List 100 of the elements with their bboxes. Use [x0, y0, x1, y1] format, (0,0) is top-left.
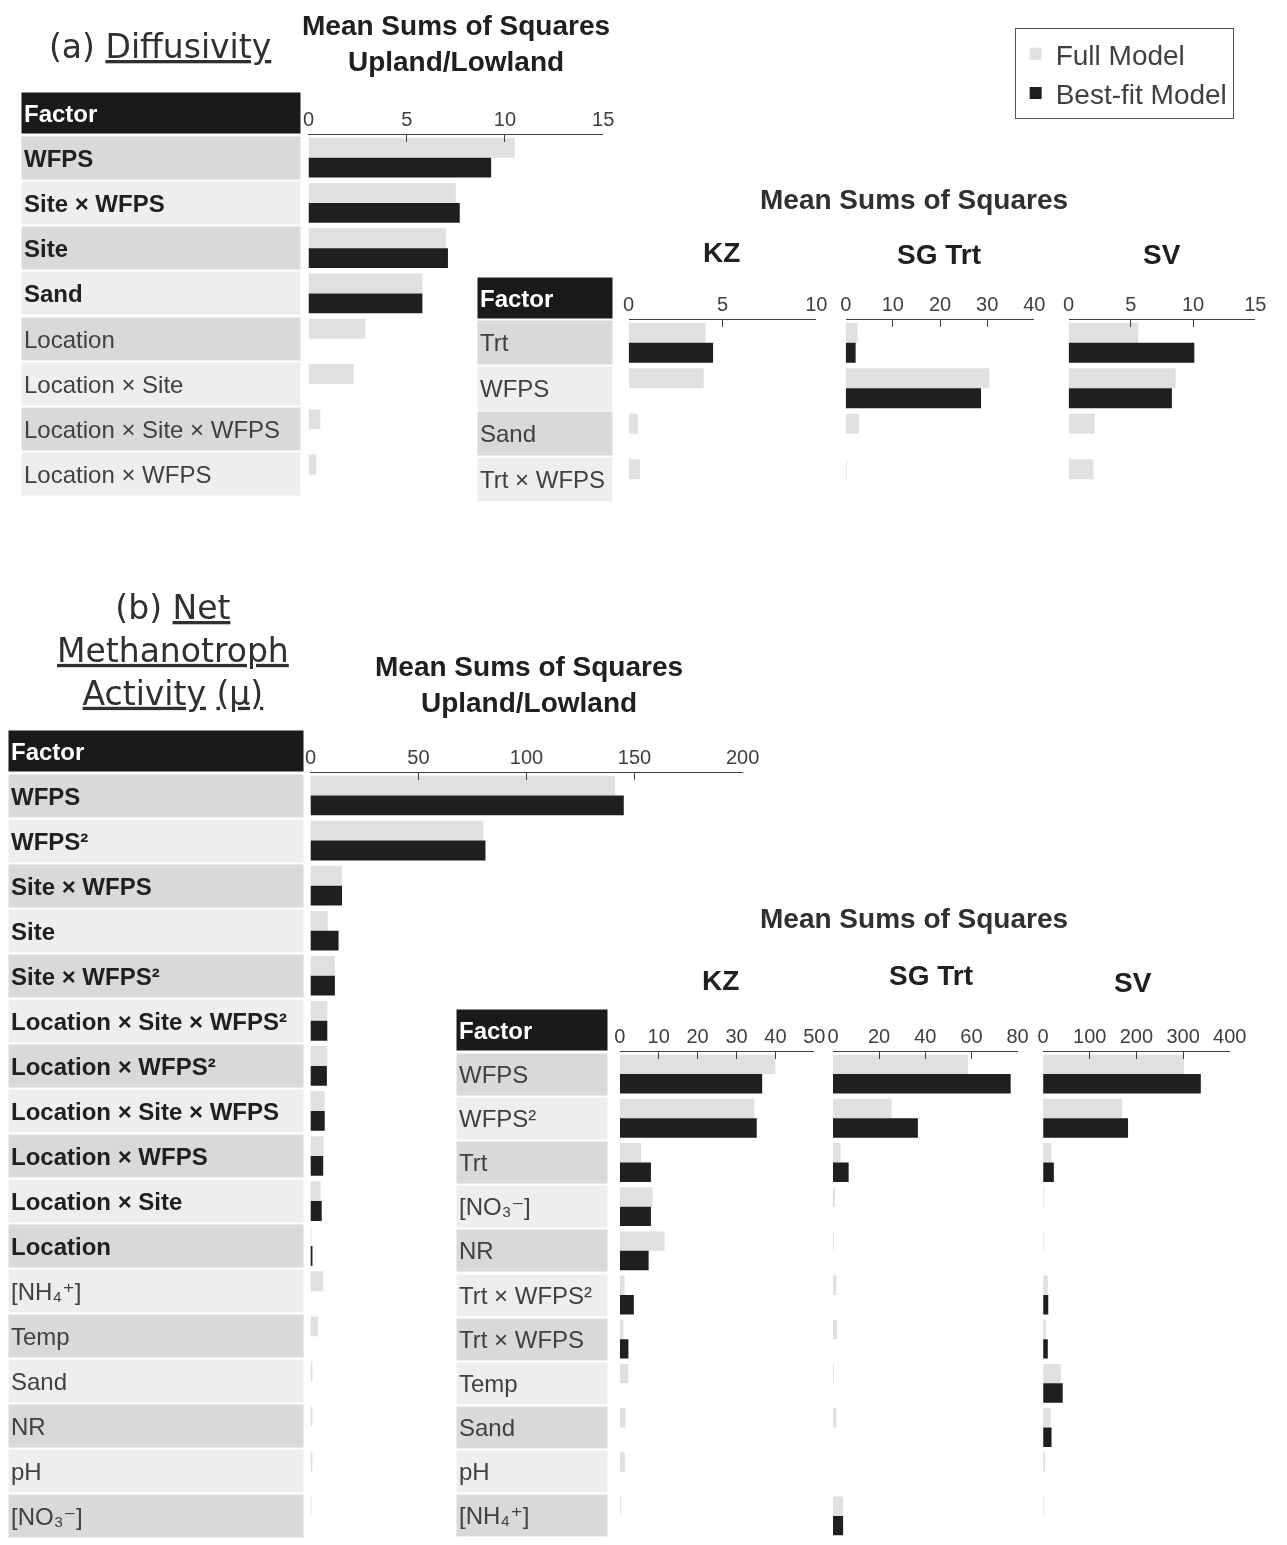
x-tick-label: 10	[1181, 293, 1205, 315]
x-tick-label: 15	[1244, 293, 1267, 315]
bar	[832, 1118, 918, 1138]
bar	[310, 1181, 321, 1202]
x-tick-label: 40	[914, 1025, 937, 1047]
bar	[619, 1098, 755, 1119]
y-tick-label: pH	[459, 1458, 490, 1486]
bar	[308, 363, 354, 384]
bar	[832, 1074, 1011, 1094]
x-tick-label: 0	[1063, 293, 1075, 315]
chart-title: Mean Sums of Squares Upland/Lowland	[302, 10, 611, 78]
bar	[308, 318, 366, 339]
bar	[310, 885, 343, 906]
x-tick-label: 80	[1006, 1025, 1029, 1047]
bar	[628, 342, 714, 363]
bar	[310, 930, 339, 951]
y-tick-label: Trt × WFPS	[480, 465, 606, 493]
bar	[832, 1496, 844, 1516]
bar	[310, 975, 335, 996]
bar	[628, 368, 704, 389]
bar	[845, 342, 856, 363]
text: Mean Sums of Squares	[760, 184, 1069, 215]
y-tick-label: Site × WFPS²	[11, 962, 160, 990]
bar	[1043, 1098, 1122, 1119]
y-tick-label: Site	[11, 917, 56, 945]
x-tick-label: 20	[686, 1025, 709, 1047]
bar	[1068, 388, 1172, 409]
y-tick-label: Sand	[480, 419, 537, 447]
bar	[310, 1201, 322, 1221]
bar	[619, 1054, 776, 1075]
x-tick-label: 0	[840, 293, 852, 315]
bar	[310, 1020, 328, 1041]
x-tick-label: 0	[1037, 1025, 1049, 1047]
x-tick-label: 10	[881, 293, 904, 315]
bar	[310, 840, 486, 861]
bar	[1043, 1118, 1129, 1138]
bar	[619, 1339, 629, 1359]
bar	[619, 1187, 653, 1207]
x-tick-label: 100	[509, 746, 544, 768]
chart-title: KZ	[702, 965, 740, 996]
bar	[308, 182, 456, 203]
y-tick-label: pH	[11, 1457, 42, 1485]
x-tick-label: 0	[827, 1025, 839, 1047]
chart-title: SV	[1114, 967, 1152, 998]
bar	[619, 1074, 763, 1094]
bar	[310, 1271, 324, 1292]
bar	[310, 1316, 319, 1337]
y-tick-label: Location × WFPS	[11, 1142, 208, 1170]
bar	[1043, 1363, 1061, 1384]
x-tick-label: 100	[1073, 1025, 1107, 1047]
y-axis-title: Factor	[11, 737, 85, 765]
y-tick-label: Site × WFPS	[11, 872, 152, 900]
y-tick-label: Trt × WFPS²	[459, 1282, 593, 1310]
bar	[619, 1162, 651, 1182]
x-tick-label: 0	[302, 108, 315, 130]
y-axis-title: Factor	[480, 284, 554, 312]
x-tick-label: 50	[407, 746, 430, 768]
y-tick-label: Location × Site × WFPS²	[11, 1007, 288, 1035]
bar	[845, 413, 859, 434]
chart-title: SV	[1143, 239, 1181, 270]
y-tick-label: Temp	[459, 1370, 518, 1398]
y-tick-label: WFPS²	[11, 827, 89, 855]
bar	[308, 248, 448, 269]
bar	[1043, 1162, 1054, 1182]
bar	[308, 273, 423, 294]
bar	[308, 137, 515, 158]
x-tick-label: 0	[614, 1025, 626, 1047]
y-axis-title: Factor	[459, 1016, 533, 1044]
bar	[1068, 459, 1094, 480]
y-axis-title: Factor	[24, 99, 98, 127]
chart-title: KZ	[703, 237, 741, 268]
x-tick-label: 50	[803, 1025, 826, 1047]
y-tick-label: Temp	[11, 1322, 70, 1350]
y-tick-label: Location × Site	[24, 370, 184, 398]
bar	[619, 1363, 629, 1384]
bar	[619, 1206, 651, 1227]
bar	[832, 1408, 837, 1428]
y-tick-label: Trt	[459, 1149, 488, 1177]
bar	[1043, 1383, 1063, 1403]
bar	[619, 1250, 649, 1271]
bar	[619, 1231, 665, 1251]
chart-title: Mean Sums of Squares Upland/Lowland	[375, 651, 684, 719]
y-tick-label: [NO₃⁻]	[11, 1502, 83, 1530]
bar	[832, 1143, 841, 1163]
bar	[1068, 413, 1095, 434]
bar	[628, 322, 706, 343]
y-tick-label: Sand	[11, 1367, 68, 1395]
y-tick-label: [NH₄⁺]	[459, 1502, 530, 1530]
bar	[1068, 342, 1195, 363]
x-tick-label: 0	[623, 293, 635, 315]
y-tick-label: WFPS	[24, 144, 94, 172]
bar	[845, 368, 990, 389]
bar	[310, 865, 343, 886]
y-tick-label: Site × WFPS	[24, 189, 165, 217]
bar	[310, 1065, 327, 1086]
x-tick-label: 30	[976, 293, 999, 315]
bar	[308, 228, 446, 249]
bar	[628, 459, 640, 480]
x-tick-label: 20	[867, 1025, 891, 1047]
x-tick-label: 10	[493, 108, 517, 130]
